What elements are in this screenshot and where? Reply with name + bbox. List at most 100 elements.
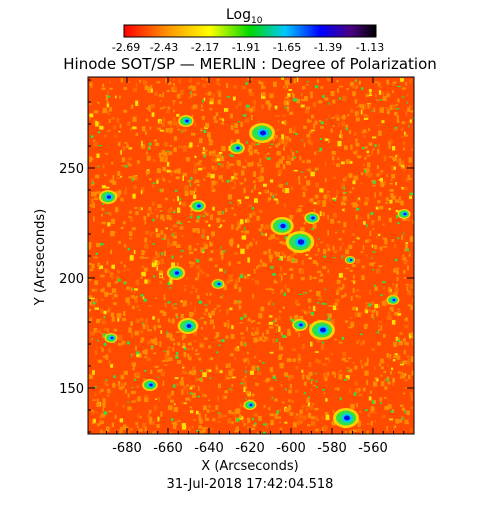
map-speckle — [276, 200, 279, 205]
map-speckle — [177, 207, 181, 213]
map-speckle — [239, 219, 244, 225]
map-speckle — [241, 86, 246, 90]
map-speckle — [217, 396, 219, 401]
map-speckle — [345, 267, 350, 270]
map-speckle — [132, 193, 136, 199]
map-speckle — [377, 341, 381, 346]
map-speckle — [332, 162, 335, 165]
map-speckle — [344, 360, 349, 362]
map-speckle — [200, 378, 203, 381]
map-speckle — [341, 294, 345, 298]
map-speckle — [361, 365, 364, 369]
map-speckle — [258, 142, 261, 146]
map-speckle — [201, 271, 205, 275]
map-speckle — [135, 279, 140, 285]
map-speckle — [213, 93, 215, 97]
map-speckle — [362, 340, 365, 345]
map-speckle — [120, 197, 124, 202]
colorbar-tick-label: -2.69 — [112, 41, 140, 54]
map-patch-core — [174, 271, 180, 275]
map-speckle — [395, 267, 400, 270]
map-speckle — [378, 215, 381, 221]
map-speckle — [156, 252, 160, 258]
map-speckle — [403, 260, 408, 265]
map-speckle — [399, 376, 403, 379]
map-speckle — [365, 304, 369, 309]
map-patch-core — [403, 212, 407, 216]
map-speckle — [173, 109, 175, 113]
map-speckle — [396, 120, 400, 123]
map-speckle — [332, 125, 335, 127]
map-speckle — [196, 259, 200, 263]
map-speckle — [317, 150, 322, 152]
map-speckle — [96, 411, 98, 414]
map-speckle — [134, 288, 138, 291]
map-speckle — [166, 110, 170, 114]
map-speckle — [159, 280, 163, 285]
map-speckle — [189, 251, 194, 255]
map-patch-core — [185, 119, 189, 123]
map-speckle — [348, 191, 352, 194]
map-speckle — [265, 379, 270, 383]
map-speckle — [379, 192, 381, 197]
map-speckle — [210, 214, 213, 220]
map-speckle — [183, 351, 187, 358]
map-speckle — [307, 424, 311, 427]
map-speckle — [314, 120, 318, 125]
map-speckle — [241, 170, 245, 176]
map-speckle — [211, 231, 215, 237]
map-speckle — [226, 179, 229, 183]
map-speckle — [130, 321, 133, 326]
map-speckle — [351, 279, 356, 282]
map-speckle — [161, 252, 163, 256]
map-speckle — [122, 386, 125, 389]
map-speckle — [151, 262, 156, 268]
map-speckle — [265, 288, 270, 290]
map-speckle — [281, 140, 284, 144]
map-speckle — [189, 406, 193, 409]
map-speckle — [278, 341, 281, 347]
map-speckle — [403, 187, 408, 191]
map-speckle — [387, 312, 391, 317]
map-speckle — [159, 156, 164, 162]
map-speckle — [113, 375, 116, 378]
map-speckle — [189, 370, 192, 375]
map-speckle — [89, 243, 91, 249]
map-speckle — [224, 390, 229, 394]
map-speckle — [274, 413, 278, 419]
map-speckle — [182, 128, 187, 133]
map-speckle — [362, 147, 365, 150]
map-speckle — [276, 416, 282, 419]
map-speckle — [176, 113, 180, 117]
map-speckle — [348, 326, 353, 329]
map-speckle — [275, 251, 280, 257]
map-speckle — [401, 96, 405, 98]
map-speckle — [272, 376, 276, 379]
map-speckle — [282, 164, 286, 170]
map-speckle — [115, 276, 120, 282]
map-speckle — [199, 138, 203, 144]
map-speckle — [404, 378, 408, 382]
map-speckle — [385, 106, 390, 110]
map-speckle — [259, 360, 261, 362]
map-speckle — [117, 381, 121, 387]
map-speckle — [176, 222, 179, 224]
map-speckle — [278, 421, 281, 424]
map-speckle — [244, 227, 246, 231]
map-speckle — [239, 403, 242, 408]
map-speckle — [262, 362, 265, 364]
y-tick-label: 200 — [59, 272, 84, 287]
map-speckle — [245, 219, 249, 223]
map-speckle — [245, 370, 247, 374]
map-speckle — [257, 371, 262, 376]
map-speckle — [121, 164, 126, 167]
map-speckle — [182, 302, 185, 307]
map-speckle — [173, 307, 178, 310]
map-speckle — [327, 269, 330, 273]
map-speckle — [334, 302, 338, 306]
map-speckle — [162, 277, 165, 280]
map-speckle — [229, 163, 235, 166]
map-speckle — [335, 231, 338, 234]
map-speckle — [168, 151, 173, 155]
map-speckle — [344, 192, 347, 194]
